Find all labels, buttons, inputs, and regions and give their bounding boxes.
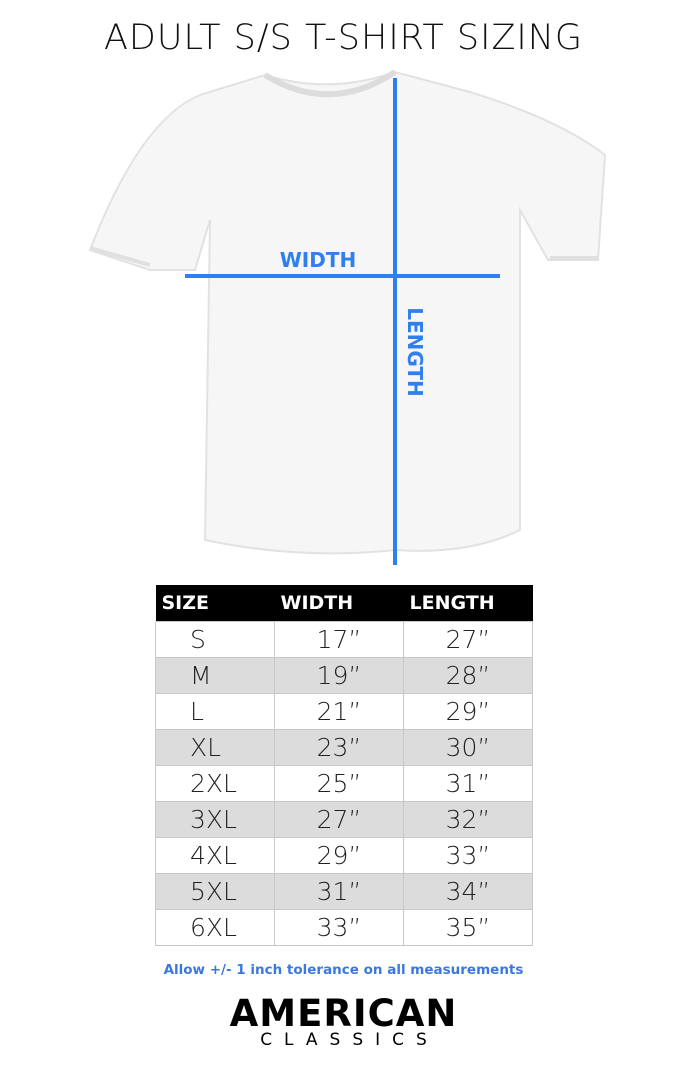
cell-width: 25” [274,765,404,802]
table-row: 3XL 27” 32” [155,801,533,838]
cell-length: 29” [403,693,533,730]
table-row: XL 23” 30” [155,729,533,766]
cell-length: 35” [403,909,533,946]
cell-length: 28” [403,657,533,694]
width-label: WIDTH [280,248,356,272]
cell-length: 27” [403,621,533,658]
cell-size: 4XL [155,837,275,874]
cell-length: 34” [403,873,533,910]
cell-size: L [155,693,275,730]
cell-size: XL [155,729,275,766]
cell-length: 33” [403,837,533,874]
brand-logo-line2: CLASSICS [260,1030,439,1050]
length-label: LENGTH [403,307,427,397]
header-width: WIDTH [274,585,404,622]
table-row: L 21” 29” [155,693,533,730]
size-chart-table: SIZE WIDTH LENGTH S 17” 27” M 19” 28” L 21” 29” X… [155,585,533,946]
tshirt-diagram: WIDTH LENGTH [88,69,607,565]
cell-width: 29” [274,837,404,874]
table-row: 6XL 33” 35” [155,909,533,946]
cell-width: 21” [274,693,404,730]
cell-size: S [155,621,275,658]
cell-width: 33” [274,909,404,946]
page-title: ADULT S/S T-SHIRT SIZING [103,18,584,58]
cell-length: 30” [403,729,533,766]
cell-size: 5XL [155,873,275,910]
cell-width: 31” [274,873,404,910]
cell-width: 19” [274,657,404,694]
table-row: 5XL 31” 34” [155,873,533,910]
cell-length: 31” [403,765,533,802]
cell-length: 32” [403,801,533,838]
cell-size: 6XL [155,909,275,946]
header-size: SIZE [155,585,275,622]
table-row: S 17” 27” [155,621,533,658]
table-row: M 19” 28” [155,657,533,694]
cell-size: 3XL [155,801,275,838]
brand-logo-line1: AMERICAN [229,992,458,1035]
cell-size: 2XL [155,765,275,802]
cell-width: 27” [274,801,404,838]
cell-width: 17” [274,621,404,658]
table-row: 4XL 29” 33” [155,837,533,874]
table-row: 2XL 25” 31” [155,765,533,802]
table-header: SIZE WIDTH LENGTH [155,585,533,622]
header-length: LENGTH [403,585,533,622]
tshirt-illustration [88,69,607,555]
cell-size: M [155,657,275,694]
cell-width: 23” [274,729,404,766]
tolerance-note: Allow +/- 1 inch tolerance on all measur… [163,962,524,978]
